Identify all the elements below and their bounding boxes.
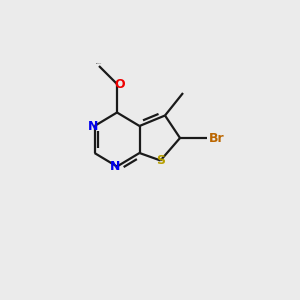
Text: methoxy: methoxy (96, 63, 102, 64)
Text: Br: Br (208, 131, 224, 145)
Text: S: S (156, 154, 165, 167)
Text: N: N (110, 160, 121, 173)
Text: O: O (114, 77, 125, 91)
Text: N: N (88, 119, 98, 133)
